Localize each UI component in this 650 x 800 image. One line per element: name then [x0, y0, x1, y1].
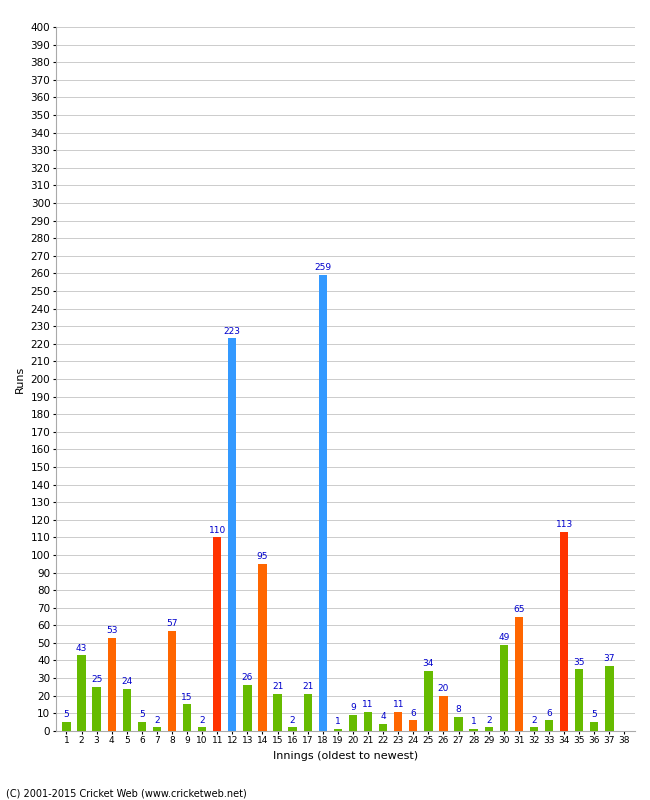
- Bar: [243, 685, 252, 731]
- Bar: [454, 717, 463, 731]
- Text: 6: 6: [410, 709, 416, 718]
- Bar: [289, 727, 297, 731]
- Bar: [228, 338, 237, 731]
- Bar: [439, 696, 448, 731]
- Y-axis label: Runs: Runs: [15, 366, 25, 393]
- Text: 2: 2: [531, 716, 537, 725]
- Text: 34: 34: [422, 659, 434, 669]
- Bar: [333, 729, 342, 731]
- Text: 57: 57: [166, 619, 177, 628]
- Bar: [138, 722, 146, 731]
- Bar: [590, 722, 599, 731]
- Text: 5: 5: [592, 710, 597, 719]
- Bar: [349, 715, 357, 731]
- Bar: [530, 727, 538, 731]
- Text: (C) 2001-2015 Cricket Web (www.cricketweb.net): (C) 2001-2015 Cricket Web (www.cricketwe…: [6, 788, 247, 798]
- Text: 110: 110: [209, 526, 226, 534]
- Bar: [379, 724, 387, 731]
- Text: 11: 11: [393, 700, 404, 709]
- Text: 1: 1: [471, 718, 476, 726]
- Text: 2: 2: [290, 716, 296, 725]
- Text: 49: 49: [498, 633, 510, 642]
- Text: 2: 2: [200, 716, 205, 725]
- Bar: [123, 689, 131, 731]
- Text: 65: 65: [513, 605, 525, 614]
- Text: 95: 95: [257, 552, 268, 561]
- Bar: [424, 671, 432, 731]
- Text: 53: 53: [106, 626, 118, 635]
- Text: 5: 5: [139, 710, 145, 719]
- Bar: [198, 727, 206, 731]
- Text: 35: 35: [573, 658, 585, 666]
- Bar: [92, 687, 101, 731]
- X-axis label: Innings (oldest to newest): Innings (oldest to newest): [273, 751, 418, 761]
- Bar: [515, 617, 523, 731]
- Bar: [500, 645, 508, 731]
- Text: 20: 20: [437, 684, 449, 693]
- Text: 11: 11: [362, 700, 374, 709]
- Bar: [258, 564, 266, 731]
- Bar: [183, 705, 191, 731]
- Text: 15: 15: [181, 693, 193, 702]
- Text: 43: 43: [76, 643, 87, 653]
- Text: 2: 2: [486, 716, 491, 725]
- Bar: [77, 655, 86, 731]
- Text: 4: 4: [380, 712, 386, 722]
- Bar: [153, 727, 161, 731]
- Bar: [605, 666, 614, 731]
- Text: 5: 5: [64, 710, 70, 719]
- Text: 9: 9: [350, 703, 356, 713]
- Text: 21: 21: [272, 682, 283, 691]
- Bar: [560, 532, 568, 731]
- Bar: [469, 729, 478, 731]
- Bar: [545, 720, 553, 731]
- Bar: [575, 670, 583, 731]
- Text: 8: 8: [456, 705, 462, 714]
- Text: 25: 25: [91, 675, 102, 684]
- Text: 113: 113: [556, 521, 573, 530]
- Bar: [62, 722, 71, 731]
- Bar: [394, 711, 402, 731]
- Bar: [213, 538, 222, 731]
- Text: 6: 6: [546, 709, 552, 718]
- Text: 24: 24: [121, 677, 133, 686]
- Text: 2: 2: [154, 716, 160, 725]
- Bar: [318, 275, 327, 731]
- Bar: [274, 694, 281, 731]
- Bar: [484, 727, 493, 731]
- Text: 259: 259: [314, 263, 332, 273]
- Text: 21: 21: [302, 682, 313, 691]
- Bar: [107, 638, 116, 731]
- Bar: [409, 720, 417, 731]
- Bar: [168, 630, 176, 731]
- Text: 1: 1: [335, 718, 341, 726]
- Text: 37: 37: [604, 654, 615, 663]
- Text: 26: 26: [242, 674, 253, 682]
- Bar: [364, 711, 372, 731]
- Bar: [304, 694, 312, 731]
- Text: 223: 223: [224, 327, 240, 336]
